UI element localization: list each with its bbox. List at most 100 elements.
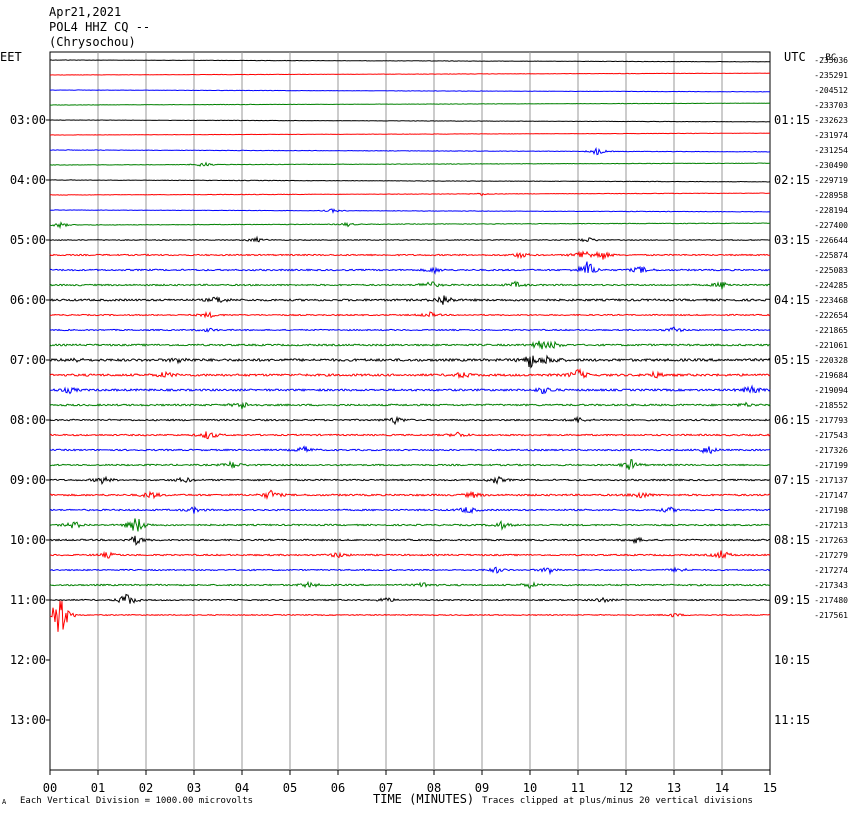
left-time-label: 11:00 bbox=[10, 593, 46, 607]
trace-offset-label: -232623 bbox=[814, 116, 848, 125]
trace-line bbox=[49, 208, 771, 214]
clip-note: Traces clipped at plus/minus 20 vertical… bbox=[482, 796, 753, 806]
location-label: (Chrysochou) bbox=[49, 35, 136, 49]
trace-offset-label: -217213 bbox=[814, 521, 848, 530]
trace-line bbox=[49, 295, 771, 305]
trace-line bbox=[50, 550, 771, 560]
trace-line bbox=[49, 518, 771, 532]
x-tick-label: 15 bbox=[763, 781, 777, 795]
trace-line bbox=[49, 326, 771, 333]
trace-line bbox=[49, 179, 771, 183]
trace-offset-label: -224285 bbox=[814, 281, 848, 290]
x-tick-label: 13 bbox=[667, 781, 681, 795]
time-grid bbox=[97, 52, 723, 770]
trace-offset-labels: -235036 -235291 -204512 -233703 -232623 -2319… bbox=[814, 56, 848, 620]
trace-line bbox=[49, 580, 771, 589]
right-time-label: 02:15 bbox=[774, 173, 810, 187]
left-time-label: 10:00 bbox=[10, 533, 46, 547]
right-time-label: 03:15 bbox=[774, 233, 810, 247]
trace-offset-label: -217480 bbox=[814, 596, 848, 605]
date-label: Apr21,2021 bbox=[49, 5, 121, 19]
trace-line bbox=[49, 593, 771, 604]
footer-mark: A bbox=[2, 798, 7, 806]
trace-line bbox=[49, 235, 771, 243]
right-time-label: 09:15 bbox=[774, 593, 810, 607]
trace-line bbox=[49, 221, 771, 230]
trace-offset-label: -231254 bbox=[814, 146, 848, 155]
x-tick-label: 09 bbox=[475, 781, 489, 795]
trace-line bbox=[49, 311, 771, 319]
x-tick-label: 11 bbox=[571, 781, 585, 795]
plot-frame bbox=[49, 51, 771, 771]
trace-offset-label: -217343 bbox=[814, 581, 848, 590]
trace-line bbox=[49, 354, 771, 369]
trace-line bbox=[49, 384, 771, 395]
left-time-label: 06:00 bbox=[10, 293, 46, 307]
trace-offset-label: -225874 bbox=[814, 251, 848, 260]
trace-offset-label: -235291 bbox=[814, 71, 848, 80]
x-tick-label: 02 bbox=[139, 781, 153, 795]
trace-offset-label: -219684 bbox=[814, 371, 848, 380]
left-timezone-label: EET bbox=[0, 50, 22, 64]
trace-offset-label: -217147 bbox=[814, 491, 848, 500]
trace-line bbox=[49, 72, 771, 76]
trace-offset-label: -222654 bbox=[814, 311, 848, 320]
trace-line bbox=[49, 475, 771, 486]
left-time-label: 08:00 bbox=[10, 413, 46, 427]
trace-offset-label: -217274 bbox=[814, 566, 848, 575]
right-time-axis: 01:15 02:15 03:15 04:15 05:15 06:15 07:15 08:15… bbox=[774, 113, 810, 727]
x-tick-label: 10 bbox=[523, 781, 537, 795]
trace-line bbox=[49, 535, 770, 546]
right-time-label: 07:15 bbox=[774, 473, 810, 487]
trace-line bbox=[49, 192, 771, 197]
trace-line bbox=[49, 59, 771, 63]
right-time-label: 10:15 bbox=[774, 653, 810, 667]
x-axis-ticks: 00 01 02 03 04 05 06 07 08 09 10 11 12 13 14 15 bbox=[43, 770, 777, 795]
left-time-label: 05:00 bbox=[10, 233, 46, 247]
trace-offset-label: -217543 bbox=[814, 431, 848, 440]
trace-offset-label: -217198 bbox=[814, 506, 848, 515]
trace-offset-label: -220328 bbox=[814, 356, 848, 365]
trace-line bbox=[49, 367, 771, 379]
trace-offset-label: -230490 bbox=[814, 161, 848, 170]
x-tick-label: 12 bbox=[619, 781, 633, 795]
trace-line bbox=[49, 459, 771, 470]
trace-offset-label: -223468 bbox=[814, 296, 848, 305]
right-time-label: 08:15 bbox=[774, 533, 810, 547]
x-tick-label: 00 bbox=[43, 781, 57, 795]
trace-offset-label: -217279 bbox=[814, 551, 848, 560]
x-tick-label: 08 bbox=[427, 781, 441, 795]
trace-line bbox=[49, 489, 771, 500]
station-label: POL4 HHZ CQ -- bbox=[49, 20, 150, 34]
left-time-label: 12:00 bbox=[10, 653, 46, 667]
left-time-label: 07:00 bbox=[10, 353, 46, 367]
left-time-axis: 03:00 04:00 05:00 06:00 07:00 08:00 09:00 10:00… bbox=[10, 113, 50, 727]
trace-offset-label: -204512 bbox=[814, 86, 848, 95]
trace-offset-label: -235036 bbox=[814, 56, 848, 65]
trace-line bbox=[49, 445, 771, 455]
trace-line bbox=[50, 89, 771, 93]
vertical-division-note: Each Vertical Division = 1000.00 microvo… bbox=[20, 796, 253, 806]
right-time-label: 01:15 bbox=[774, 113, 810, 127]
trace-line bbox=[49, 600, 771, 632]
trace-line bbox=[49, 431, 771, 440]
trace-offset-label: -221061 bbox=[814, 341, 848, 350]
trace-line bbox=[49, 566, 771, 576]
right-timezone-label: UTC bbox=[784, 50, 806, 64]
trace-line bbox=[49, 250, 771, 260]
trace-offset-label: -217793 bbox=[814, 416, 848, 425]
trace-line bbox=[49, 280, 771, 290]
trace-line bbox=[50, 119, 771, 123]
corner-label: -BC bbox=[820, 53, 836, 63]
right-time-label: 11:15 bbox=[774, 713, 810, 727]
trace-line bbox=[49, 102, 771, 106]
trace-line bbox=[49, 261, 771, 275]
left-time-label: 04:00 bbox=[10, 173, 46, 187]
right-time-label: 05:15 bbox=[774, 353, 810, 367]
right-time-label: 04:15 bbox=[774, 293, 810, 307]
trace-line bbox=[49, 146, 771, 156]
x-tick-label: 05 bbox=[283, 781, 297, 795]
trace-offset-label: -228958 bbox=[814, 191, 848, 200]
seismic-traces bbox=[49, 59, 771, 632]
